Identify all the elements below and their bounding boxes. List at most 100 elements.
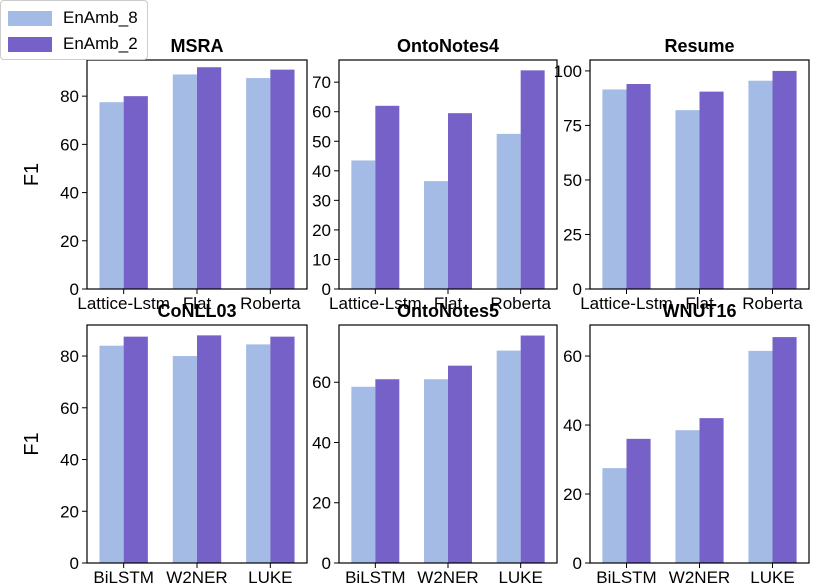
- bar-ontonotes5-bilstm-enamb-8: [351, 386, 376, 563]
- y-tick-label-ontonotes5-60: 60: [312, 373, 331, 392]
- y-tick-label-conll03-0: 0: [70, 554, 79, 573]
- y-tick-label-resume-100: 100: [554, 62, 582, 81]
- bar-conll03-w2ner-enamb-2: [197, 335, 222, 563]
- y-tick-label-msra-80: 80: [60, 87, 79, 106]
- bar-conll03-luke-enamb-2: [270, 336, 295, 563]
- x-tick-label-resume-roberta: Roberta: [742, 294, 803, 313]
- panel-ontonotes5: OntoNotes5 BiLSTM W2NER LUKE 0 20 40 60: [312, 301, 558, 586]
- bar-ontonotes5-luke-enamb-8: [496, 350, 521, 563]
- bar-msra-lattice-lstm-enamb-2: [123, 96, 148, 289]
- y-tick-label-msra-60: 60: [60, 135, 79, 154]
- bar-msra-flat-enamb-2: [197, 67, 222, 289]
- bar-ontonotes4-flat-enamb-2: [448, 113, 472, 289]
- panel-title-ontonotes5: OntoNotes5: [397, 301, 499, 321]
- y-axis-label-conll03: F1: [21, 432, 43, 455]
- panel-conll03: CoNLL03 BiLSTM W2NER LUKE 0 20 40 60 80 F1: [21, 301, 308, 586]
- y-tick-label-ontonotes4-40: 40: [312, 162, 331, 181]
- bar-msra-lattice-lstm-enamb-8: [99, 102, 124, 290]
- x-tick-label-ontonotes4-flat: Flat: [434, 294, 463, 313]
- axes-frame-resume: [589, 59, 810, 290]
- bar-conll03-w2ner-enamb-8: [172, 356, 197, 563]
- bar-wnut16-luke-enamb-2: [772, 337, 797, 563]
- bar-ontonotes5-luke-enamb-2: [520, 335, 545, 563]
- y-tick-label-ontonotes4-70: 70: [312, 73, 331, 92]
- x-tick-label-ontonotes5-bilstm: BiLSTM: [345, 568, 405, 586]
- bar-resume-flat-enamb-8: [675, 110, 700, 290]
- bar-conll03-luke-enamb-8: [246, 344, 271, 563]
- bar-wnut16-bilstm-enamb-2: [626, 438, 651, 563]
- panel-title-msra: MSRA: [171, 36, 224, 56]
- x-tick-label-ontonotes5-w2ner: W2NER: [417, 568, 478, 586]
- legend-item-enamb-2: EnAmb_2: [8, 34, 138, 54]
- panel-resume: Resume Lattice-Lstm Flat Roberta 0 25 50 75 100: [554, 36, 810, 313]
- y-tick-label-ontonotes4-10: 10: [312, 250, 331, 269]
- bar-resume-flat-enamb-2: [699, 91, 724, 289]
- panel-title-resume: Resume: [664, 36, 734, 56]
- x-tick-label-ontonotes4-lattice-lstm: Lattice-Lstm: [329, 294, 422, 313]
- bar-wnut16-luke-enamb-8: [748, 350, 773, 563]
- axes-frame-wnut16: [589, 324, 810, 564]
- y-tick-label-resume-25: 25: [563, 225, 582, 244]
- x-tick-label-msra-roberta: Roberta: [240, 294, 301, 313]
- x-tick-label-msra-flat: Flat: [183, 294, 212, 313]
- bar-ontonotes4-roberta-enamb-8: [496, 133, 521, 289]
- legend-item-enamb-8: EnAmb_8: [8, 8, 138, 28]
- panel-msra: MSRA Lattice-Lstm Flat Roberta 0 20 40 60 80 F1: [21, 36, 308, 313]
- axes-frame-conll03: [86, 324, 308, 564]
- bar-ontonotes4-lattice-lstm-enamb-8: [351, 160, 376, 289]
- legend-swatch-enamb-8: [8, 10, 52, 26]
- y-tick-label-resume-0: 0: [573, 280, 582, 299]
- bar-msra-roberta-enamb-2: [270, 69, 295, 289]
- bar-wnut16-w2ner-enamb-8: [675, 430, 700, 563]
- panel-ontonotes4: OntoNotes4 Lattice-Lstm Flat Roberta 0 10 20 30…: [312, 36, 558, 313]
- x-tick-label-conll03-luke: LUKE: [248, 568, 292, 586]
- x-tick-label-conll03-bilstm: BiLSTM: [93, 568, 153, 586]
- axes-frame-msra: [86, 59, 308, 290]
- bar-ontonotes4-lattice-lstm-enamb-2: [375, 105, 400, 289]
- y-tick-label-resume-50: 50: [563, 171, 582, 190]
- panel-title-ontonotes4: OntoNotes4: [397, 36, 499, 56]
- bar-ontonotes4-roberta-enamb-2: [520, 70, 545, 289]
- bar-conll03-bilstm-enamb-8: [99, 345, 124, 563]
- y-tick-label-wnut16-40: 40: [563, 416, 582, 435]
- bar-ontonotes5-w2ner-enamb-8: [424, 379, 448, 563]
- axes-frame-ontonotes4: [338, 59, 558, 290]
- y-tick-label-ontonotes4-30: 30: [312, 191, 331, 210]
- y-tick-label-conll03-40: 40: [60, 451, 79, 470]
- bar-msra-flat-enamb-8: [172, 74, 197, 289]
- y-tick-label-ontonotes5-40: 40: [312, 433, 331, 452]
- bar-msra-roberta-enamb-8: [246, 78, 271, 289]
- bar-wnut16-bilstm-enamb-8: [602, 468, 627, 563]
- y-tick-label-ontonotes4-50: 50: [312, 132, 331, 151]
- y-tick-label-ontonotes4-20: 20: [312, 221, 331, 240]
- x-tick-label-ontonotes5-luke: LUKE: [498, 568, 542, 586]
- x-tick-label-resume-flat: Flat: [685, 294, 714, 313]
- x-tick-label-wnut16-w2ner: W2NER: [669, 568, 730, 586]
- y-tick-label-ontonotes4-0: 0: [322, 280, 331, 299]
- x-tick-label-wnut16-luke: LUKE: [750, 568, 794, 586]
- y-tick-label-msra-0: 0: [70, 280, 79, 299]
- x-tick-label-msra-lattice-lstm: Lattice-Lstm: [77, 294, 170, 313]
- panel-wnut16: WNUT16 BiLSTM W2NER LUKE 0 20 40 60: [563, 301, 810, 586]
- axes-frame-ontonotes5: [338, 324, 558, 564]
- y-tick-label-wnut16-0: 0: [573, 554, 582, 573]
- x-tick-label-resume-lattice-lstm: Lattice-Lstm: [580, 294, 673, 313]
- legend-swatch-enamb-2: [8, 36, 52, 52]
- legend-label-enamb-2: EnAmb_2: [63, 34, 138, 53]
- legend-label-enamb-8: EnAmb_8: [63, 8, 138, 27]
- y-tick-label-conll03-80: 80: [60, 347, 79, 366]
- bar-wnut16-w2ner-enamb-2: [699, 418, 724, 563]
- y-axis-label-msra: F1: [21, 163, 43, 186]
- y-tick-label-ontonotes5-20: 20: [312, 494, 331, 513]
- legend: EnAmb_8 EnAmb_2: [0, 0, 148, 60]
- bar-conll03-bilstm-enamb-2: [123, 336, 148, 563]
- bar-ontonotes5-bilstm-enamb-2: [375, 379, 400, 563]
- bar-resume-roberta-enamb-8: [748, 80, 773, 289]
- x-tick-label-wnut16-bilstm: BiLSTM: [596, 568, 656, 586]
- y-tick-label-ontonotes4-60: 60: [312, 103, 331, 122]
- y-tick-label-msra-40: 40: [60, 184, 79, 203]
- bar-resume-roberta-enamb-2: [772, 70, 797, 290]
- bar-ontonotes5-w2ner-enamb-2: [448, 365, 472, 563]
- x-tick-label-ontonotes4-roberta: Roberta: [490, 294, 551, 313]
